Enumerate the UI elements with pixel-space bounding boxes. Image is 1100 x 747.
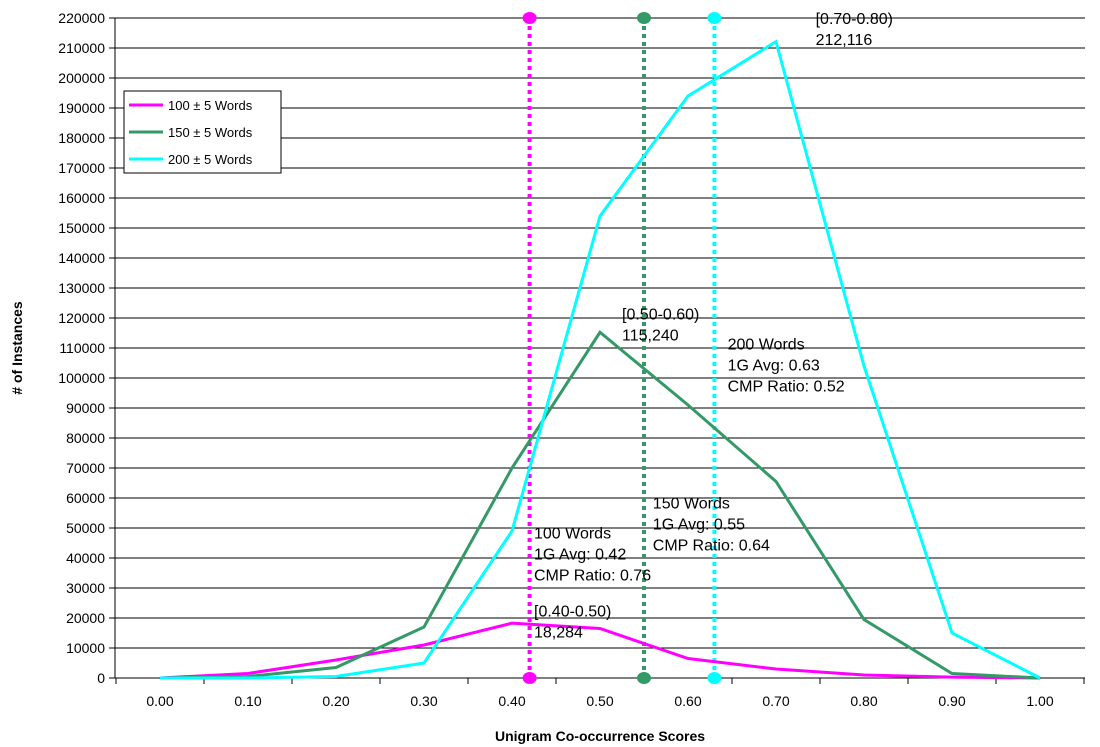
y-axis: 0 10000 20000 30000 40000 50000 60000 70000 8000… <box>58 10 116 686</box>
annotations: [0.70-0.80) 212,116 [0.50-0.60) 115,240 200 … <box>534 11 893 642</box>
annotation: [0.70-0.80) 212,116 <box>816 11 893 49</box>
legend-label: 150 ± 5 Words <box>168 125 253 140</box>
annotation-line: CMP Ratio: 0.76 <box>534 568 651 585</box>
x-tick-label: 0.30 <box>410 693 437 709</box>
annotation: 100 Words 1G Avg: 0.42 CMP Ratio: 0.76 <box>534 526 651 585</box>
annotation: 150 Words 1G Avg: 0.55 CMP Ratio: 0.64 <box>653 496 770 555</box>
average-line-marker <box>637 12 651 24</box>
x-tick-label: 0.60 <box>674 693 701 709</box>
legend-label: 200 ± 5 Words <box>168 152 253 167</box>
x-tick-label: 0.80 <box>850 693 877 709</box>
y-tick-label: 190000 <box>58 100 105 116</box>
y-tick-label: 60000 <box>66 490 105 506</box>
x-tick-label: 1.00 <box>1026 693 1053 709</box>
annotation-line: [0.70-0.80) <box>816 11 893 28</box>
x-tick-label: 0.70 <box>762 693 789 709</box>
y-tick-label: 90000 <box>66 400 105 416</box>
y-tick-label: 50000 <box>66 520 105 536</box>
y-tick-label: 200000 <box>58 70 105 86</box>
annotation-line: 1G Avg: 0.63 <box>728 358 820 375</box>
series-line <box>160 39 1041 680</box>
x-tick-label: 0.90 <box>938 693 965 709</box>
average-line-marker <box>707 12 722 24</box>
y-tick-label: 140000 <box>58 250 105 266</box>
series-line <box>159 621 1041 680</box>
x-tick-label: 0.10 <box>234 693 261 709</box>
annotation-line: 150 Words <box>653 496 730 513</box>
y-tick-label: 40000 <box>66 550 105 566</box>
average-line-marker <box>707 672 722 684</box>
average-lines <box>522 12 722 684</box>
y-tick-label: 80000 <box>66 430 105 446</box>
legend: 100 ± 5 Words 150 ± 5 Words 200 ± 5 Words <box>123 90 282 174</box>
y-tick-label: 30000 <box>66 580 105 596</box>
y-tick-label: 100000 <box>58 370 105 386</box>
annotation-line: [0.40-0.50) <box>534 604 611 621</box>
y-tick-label: 120000 <box>58 310 105 326</box>
annotation-line: CMP Ratio: 0.64 <box>653 538 770 555</box>
annotation-line: 1G Avg: 0.55 <box>653 517 745 534</box>
gridlines <box>115 17 1085 679</box>
series-line <box>159 330 1041 680</box>
y-tick-label: 160000 <box>58 190 105 206</box>
annotation-line: 115,240 <box>622 328 679 345</box>
annotation-line: [0.50-0.60) <box>622 307 699 324</box>
x-tick-label: 0.20 <box>322 693 349 709</box>
y-tick-label: 130000 <box>58 280 105 296</box>
y-tick-label: 70000 <box>66 460 105 476</box>
x-axis: 0.00 0.10 0.20 0.30 0.40 0.50 0.60 0.70 0.80 0.90… <box>115 677 1085 709</box>
annotation-line: 18,284 <box>534 625 583 642</box>
annotation: [0.40-0.50) 18,284 <box>534 604 611 642</box>
x-tick-label: 0.50 <box>586 693 613 709</box>
y-tick-label: 110000 <box>59 340 105 356</box>
y-tick-label: 20000 <box>66 610 105 626</box>
y-tick-label: 220000 <box>58 10 105 26</box>
y-tick-label: 10000 <box>66 640 105 656</box>
x-tick-label: 0.00 <box>146 693 173 709</box>
legend-label: 100 ± 5 Words <box>168 98 253 113</box>
average-line-marker <box>522 672 537 684</box>
annotation-line: 100 Words <box>534 526 611 543</box>
annotation-line: 1G Avg: 0.42 <box>534 547 626 564</box>
y-tick-label: 150000 <box>58 220 105 236</box>
average-line-marker <box>522 12 537 24</box>
x-axis-title: Unigram Co-occurrence Scores <box>495 728 705 744</box>
y-axis-title: # of Instances <box>9 301 25 395</box>
annotation: 200 Words 1G Avg: 0.63 CMP Ratio: 0.52 <box>728 337 845 396</box>
average-line-marker <box>637 672 651 684</box>
x-tick-label: 0.40 <box>498 693 525 709</box>
y-tick-label: 180000 <box>58 130 105 146</box>
y-tick-label: 0 <box>97 670 105 686</box>
series-lines <box>159 39 1041 680</box>
y-tick-label: 210000 <box>58 40 105 56</box>
annotation: [0.50-0.60) 115,240 <box>622 307 699 345</box>
y-tick-label: 170000 <box>58 160 105 176</box>
annotation-line: 200 Words <box>728 337 805 354</box>
annotation-line: 212,116 <box>816 32 873 49</box>
annotation-line: CMP Ratio: 0.52 <box>728 379 845 396</box>
